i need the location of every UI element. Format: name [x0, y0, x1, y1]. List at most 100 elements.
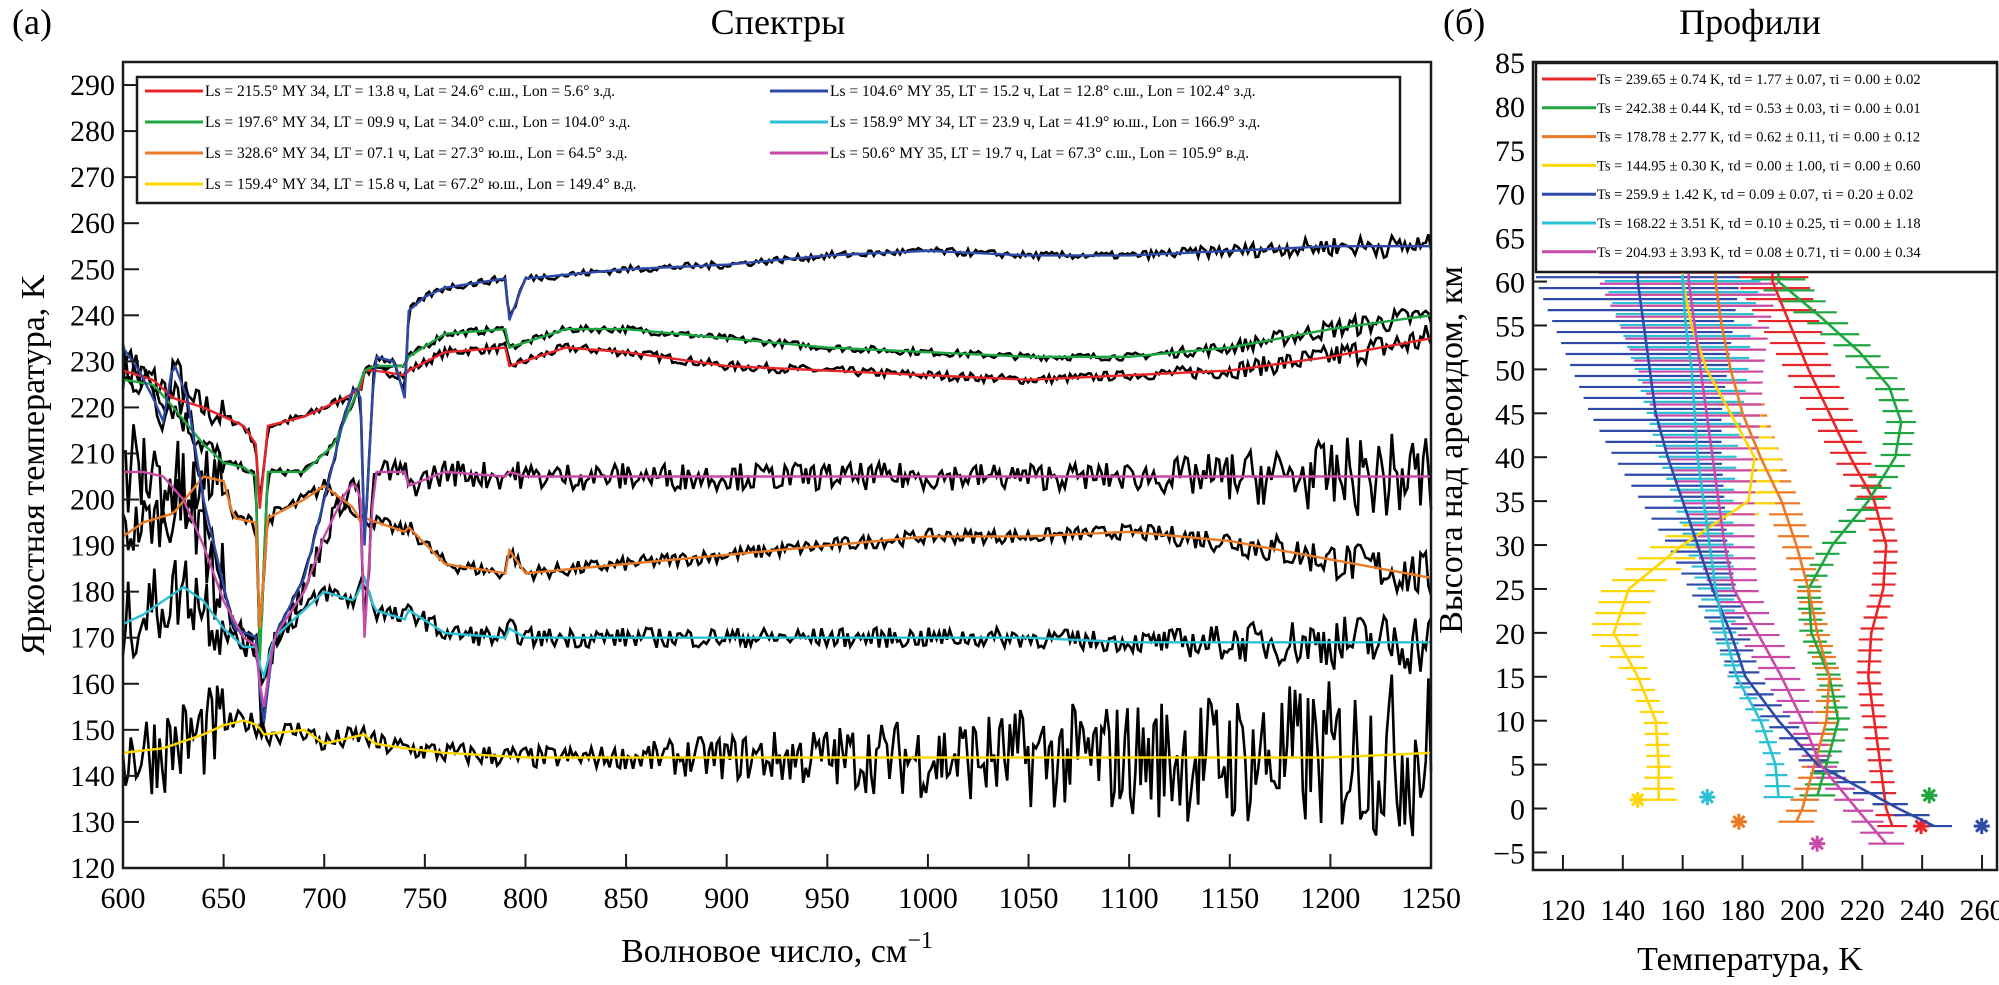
spectra-legend: Ls = 215.5° MY 34, LT = 13.8 ч, Lat = 24…: [135, 75, 1402, 205]
x-tick-label: 1050: [999, 882, 1059, 915]
legend-entry: Ts = 144.95 ± 0.30 K, τd = 0.00 ± 1.00, …: [1597, 158, 1921, 174]
observed-spectrum-line: [122, 305, 1433, 628]
x-tick-label: 180: [1720, 894, 1765, 927]
y-tick-label: 200: [70, 484, 115, 517]
profile-line: [1681, 274, 1780, 798]
profiles-panel: 120 140 160 180 200 220 240 260 −5 0 5 10 15 20 25 30 35…: [1433, 47, 1999, 978]
y-tick-label: 160: [70, 668, 115, 701]
y-tick-label: 70: [1495, 179, 1525, 212]
legend-entry: Ts = 204.93 ± 3.93 K, τd = 0.08 ± 0.71, …: [1597, 245, 1921, 261]
y-tick-label: 30: [1495, 530, 1525, 563]
model-spectrum-line: [122, 244, 1431, 723]
y-tick-label: 45: [1495, 398, 1525, 431]
x-tick-label: 1000: [898, 882, 958, 915]
profiles-xlabel: Температура, K: [1637, 941, 1863, 978]
profiles-legend-box: [1534, 61, 1999, 274]
y-tick-label: 15: [1495, 662, 1525, 695]
y-tick-label: 210: [70, 437, 115, 470]
observed-spectrum-line: [123, 424, 1433, 730]
model-spectrum-line: [122, 574, 1431, 681]
y-tick-label: 130: [70, 806, 115, 839]
spectra-ticks: 600 650 700 750 800 850 900 950 1000 1050 1100 1150…: [70, 69, 1461, 915]
model-spectra: [122, 244, 1432, 759]
y-tick-label: 75: [1495, 135, 1525, 168]
model-spectrum-line: [122, 719, 1432, 759]
y-tick-label: 35: [1495, 486, 1525, 519]
y-tick-label: 5: [1510, 750, 1525, 783]
surface-temperature-marker: [1973, 818, 1990, 835]
x-tick-label: 950: [805, 882, 850, 915]
y-tick-label: 220: [70, 391, 115, 424]
profiles-ticks: 120 140 160 180 200 220 240 260 −5 0 5 10 15 20 25 30 35…: [1493, 47, 1999, 927]
x-tick-label: 1100: [1100, 882, 1159, 915]
x-tick-label: 1150: [1200, 882, 1259, 915]
legend-entry: Ls = 328.6° MY 34, LT = 07.1 ч, Lat = 27…: [205, 145, 628, 162]
model-spectrum-line: [122, 475, 1432, 629]
y-tick-label: 0: [1510, 794, 1525, 827]
y-tick-label: 85: [1495, 47, 1525, 80]
legend-entry: Ts = 242.38 ± 0.44 K, τd = 0.53 ± 0.03, …: [1597, 101, 1921, 117]
y-tick-label: 260: [70, 207, 115, 240]
profile-line: [1771, 272, 1894, 827]
y-tick-label: 40: [1495, 442, 1525, 475]
y-tick-label: 20: [1495, 618, 1525, 651]
x-tick-label: 1200: [1300, 882, 1360, 915]
spectra-panel: 600 650 700 750 800 850 900 950 1000 1050 1100 1150…: [15, 60, 1461, 970]
y-tick-label: 270: [70, 161, 115, 194]
observed-spectrum-line: [121, 559, 1433, 689]
legend-entry: Ls = 197.6° MY 34, LT = 09.9 ч, Lat = 34…: [205, 114, 631, 131]
observed-spectra: [121, 232, 1433, 837]
spectra-xlabel: Волновое число, см−1: [621, 928, 933, 970]
legend-entry: Ls = 50.6° MY 35, LT = 19.7 ч, Lat = 67.…: [830, 145, 1249, 162]
legend-entry: Ls = 215.5° MY 34, LT = 13.8 ч, Lat = 24…: [205, 83, 615, 100]
spectra-legend-box: [135, 75, 1402, 205]
spectra-plot-frame: [121, 60, 1433, 870]
y-tick-label: 25: [1495, 574, 1525, 607]
y-tick-label: 280: [70, 115, 115, 148]
surface-temperature-marker: [1699, 789, 1716, 806]
y-tick-label: 65: [1495, 223, 1525, 256]
panel-b-title: Профили: [1679, 2, 1821, 42]
y-tick-label: 140: [70, 760, 115, 793]
x-tick-label: 1250: [1401, 882, 1461, 915]
panel-b-letter: (б): [1443, 2, 1485, 42]
profile-line: [1714, 272, 1831, 823]
panel-a-letter: (а): [12, 2, 52, 42]
y-tick-label: 190: [70, 530, 115, 563]
x-tick-label: 140: [1600, 894, 1645, 927]
spectra-ylabel: Яркостная температура, K: [15, 274, 52, 655]
surface-temperature-marker: [1809, 835, 1826, 852]
legend-entry: Ls = 159.4° MY 34, LT = 15.8 ч, Lat = 67…: [205, 176, 636, 193]
y-tick-label: 10: [1495, 706, 1525, 739]
legend-entry: Ls = 104.6° MY 35, LT = 15.2 ч, Lat = 12…: [830, 83, 1256, 100]
x-tick-label: 800: [503, 882, 548, 915]
x-tick-label: 750: [402, 882, 447, 915]
x-tick-label: 850: [604, 882, 649, 915]
legend-entry: Ts = 178.78 ± 2.77 K, τd = 0.62 ± 0.11, …: [1597, 130, 1920, 146]
x-tick-label: 700: [302, 882, 347, 915]
surface-temperature-marker: [1730, 813, 1747, 830]
y-tick-label: 180: [70, 576, 115, 609]
y-tick-label: 60: [1495, 267, 1525, 300]
y-tick-label: 170: [70, 622, 115, 655]
x-tick-label: 600: [101, 882, 146, 915]
x-tick-label: 900: [704, 882, 749, 915]
x-tick-label: 650: [201, 882, 246, 915]
profile-line: [1687, 272, 1888, 845]
legend-entry: Ts = 239.65 ± 0.74 K, τd = 1.77 ± 0.07, …: [1597, 72, 1921, 88]
legend-entry: Ls = 158.9° MY 34, LT = 23.9 ч, Lat = 41…: [830, 114, 1260, 131]
x-tick-label: 240: [1900, 894, 1945, 927]
profiles-legend: Ts = 239.65 ± 0.74 K, τd = 1.77 ± 0.07, …: [1534, 61, 1999, 274]
y-tick-label: 290: [70, 69, 115, 102]
model-spectrum-line: [123, 470, 1431, 708]
observed-spectrum-line: [121, 674, 1433, 837]
x-tick-label: 120: [1540, 894, 1585, 927]
x-tick-label: 260: [1960, 894, 1999, 927]
legend-entry: Ts = 168.22 ± 3.51 K, τd = 0.10 ± 0.25, …: [1597, 216, 1921, 232]
temperature-profiles: [1535, 271, 1990, 852]
y-tick-label: 250: [70, 253, 115, 286]
profiles-ylabel: Высота над ареоидом, км: [1433, 266, 1470, 634]
y-tick-label: 80: [1495, 91, 1525, 124]
surface-temperature-marker: [1921, 787, 1938, 804]
